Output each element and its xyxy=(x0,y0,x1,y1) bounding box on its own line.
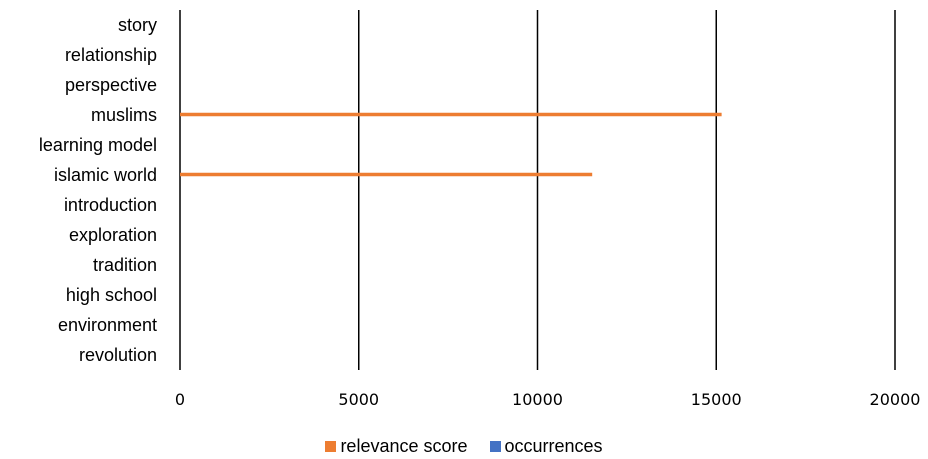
category-label-perspective: perspective xyxy=(65,75,157,95)
x-tick-label: 5000 xyxy=(338,390,379,409)
bars xyxy=(180,112,722,177)
category-labels: story relationship perspective muslims learn… xyxy=(39,15,157,365)
category-label-learning-model: learning model xyxy=(39,135,157,155)
legend-item-relevance-score: relevance score xyxy=(325,435,468,457)
category-label-story: story xyxy=(118,15,157,35)
category-label-muslims: muslims xyxy=(91,105,157,125)
category-label-revolution: revolution xyxy=(79,345,157,365)
legend-swatch-relevance-score xyxy=(325,440,337,452)
category-label-islamic-world: islamic world xyxy=(54,165,157,185)
x-tick-label: 10000 xyxy=(512,390,563,409)
category-label-exploration: exploration xyxy=(69,225,157,245)
category-label-introduction: introduction xyxy=(64,195,157,215)
category-label-tradition: tradition xyxy=(93,255,157,275)
bar-chart: story relationship perspective muslims learn… xyxy=(39,10,921,409)
x-tick-label: 15000 xyxy=(691,390,742,409)
gridlines xyxy=(179,10,896,370)
legend-item-occurrences: occurrences xyxy=(489,435,603,457)
legend-label-occurrences: occurrences xyxy=(504,435,603,456)
legend-swatch-occurrences xyxy=(489,440,501,452)
category-label-relationship: relationship xyxy=(65,45,157,65)
category-label-high-school: high school xyxy=(66,285,157,305)
x-tick-labels: 0 5000 10000 15000 20000 xyxy=(175,390,921,409)
legend-label-relevance-score: relevance score xyxy=(340,435,468,456)
x-tick-label: 0 xyxy=(175,390,185,409)
x-tick-label: 20000 xyxy=(870,390,921,409)
category-label-environment: environment xyxy=(58,315,157,335)
bar-relevance-score-islamic-world xyxy=(180,172,593,177)
bar-relevance-score-muslims xyxy=(180,112,722,117)
legend: relevance score occurrences xyxy=(0,434,928,458)
